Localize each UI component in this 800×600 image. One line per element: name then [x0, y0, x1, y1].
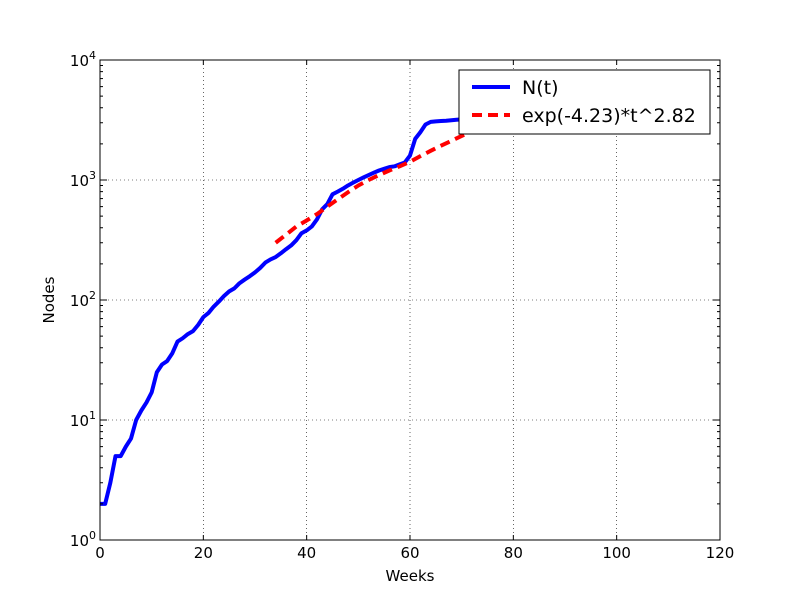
x-tick-label: 80 — [504, 544, 523, 562]
legend-label-fit: exp(-4.23)*t^2.82 — [522, 105, 696, 127]
legend-frame — [458, 69, 711, 135]
plot-frame — [99, 59, 721, 541]
y-axis-label: Nodes — [40, 276, 58, 323]
x-axis-label: Weeks — [386, 567, 435, 585]
series-line-0 — [100, 113, 488, 506]
y-tick-label: 101 — [70, 409, 96, 430]
y-tick-label: 102 — [70, 289, 96, 310]
y-tick-label: 103 — [70, 169, 96, 190]
series-line-1 — [274, 124, 484, 245]
y-tick-labels: 100 101 102 103 104 — [70, 49, 96, 550]
x-tick-label: 0 — [95, 544, 105, 562]
series-layer — [100, 113, 488, 506]
legend: N(t) exp(-4.23)*t^2.82 — [458, 69, 711, 135]
y-tick-label: 104 — [70, 49, 96, 70]
x-tick-label: 120 — [706, 544, 735, 562]
x-tick-label: 100 — [602, 544, 631, 562]
legend-label-n-t: N(t) — [522, 77, 559, 99]
x-tick-label: 60 — [400, 544, 419, 562]
grid-lines — [100, 60, 720, 540]
x-tick-label: 40 — [297, 544, 316, 562]
y-tick-label: 100 — [70, 529, 96, 550]
x-tick-label: 20 — [194, 544, 213, 562]
x-tick-labels: 0 20 40 60 80 100 120 — [95, 544, 734, 562]
